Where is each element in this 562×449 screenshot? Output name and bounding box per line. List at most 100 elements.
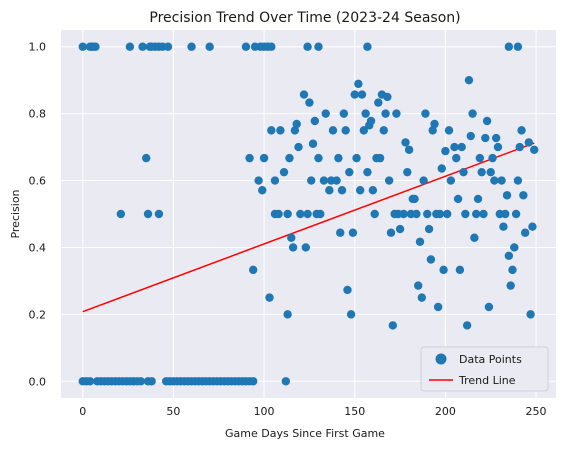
data-point: [479, 209, 488, 219]
x-tick-label: 50: [166, 405, 180, 418]
data-point: [85, 377, 95, 386]
data-point: [417, 293, 427, 302]
data-point: [399, 209, 408, 219]
data-point: [290, 126, 300, 135]
data-point: [267, 42, 276, 51]
data-point: [78, 42, 87, 51]
data-point: [283, 310, 292, 319]
data-point: [281, 377, 291, 386]
x-tick-label: 200: [435, 405, 456, 418]
legend-points-marker: [435, 353, 447, 365]
data-point: [424, 224, 434, 234]
data-point: [510, 243, 519, 252]
data-point: [303, 42, 312, 51]
data-point: [441, 146, 450, 156]
data-point: [473, 194, 483, 204]
data-point: [444, 126, 454, 135]
data-point: [308, 139, 318, 148]
x-tick-label: 0: [79, 405, 86, 418]
data-point: [138, 42, 147, 51]
data-point: [355, 186, 365, 195]
y-tick-label: 0.8: [29, 108, 47, 121]
data-point: [314, 42, 323, 51]
data-point: [490, 176, 499, 185]
data-point: [328, 126, 338, 135]
data-point: [524, 138, 534, 147]
data-point: [413, 281, 423, 290]
data-point: [363, 167, 372, 177]
data-point: [310, 116, 320, 126]
data-point: [205, 42, 214, 51]
data-point: [366, 116, 376, 126]
data-point: [248, 377, 258, 386]
data-point: [125, 42, 135, 51]
y-tick-label: 0.6: [29, 175, 47, 188]
data-point: [245, 153, 254, 163]
data-point: [303, 209, 312, 219]
y-tick-label: 0.4: [29, 241, 47, 254]
data-point: [515, 142, 524, 152]
x-tick-label: 250: [526, 405, 547, 418]
data-point: [270, 176, 280, 185]
data-point: [419, 176, 428, 185]
legend-points-label: Data Points: [459, 353, 522, 366]
data-point: [314, 153, 323, 163]
data-point: [404, 145, 414, 154]
data-point: [506, 281, 515, 290]
data-point: [91, 42, 100, 51]
chart-title: Precision Trend Over Time (2023-24 Seaso…: [149, 10, 460, 26]
data-point: [339, 109, 349, 118]
x-axis-label: Game Days Since First Game: [225, 427, 385, 440]
data-point: [248, 265, 258, 275]
data-point: [343, 285, 352, 295]
trend-line-group: [82, 142, 535, 313]
data-point: [484, 302, 494, 312]
data-point: [267, 126, 276, 135]
data-point: [279, 167, 289, 177]
data-point: [477, 167, 486, 177]
data-point: [504, 251, 514, 261]
data-point: [379, 126, 388, 135]
legend-trend-label: Trend Line: [458, 374, 516, 387]
data-point: [453, 194, 463, 204]
data-point: [288, 243, 298, 252]
data-point: [352, 153, 361, 163]
data-point: [301, 243, 310, 252]
data-point: [513, 42, 523, 51]
data-point: [283, 209, 292, 219]
data-point: [504, 42, 514, 51]
data-point: [433, 302, 443, 312]
data-point: [435, 209, 445, 219]
data-point: [154, 209, 164, 219]
data-point: [488, 153, 497, 163]
data-point: [361, 109, 370, 118]
data-point: [450, 142, 459, 152]
data-point: [147, 377, 156, 386]
data-point: [392, 109, 401, 118]
data-point: [526, 310, 535, 319]
data-point: [341, 126, 350, 135]
data-point: [439, 265, 448, 275]
data-point: [459, 167, 468, 177]
data-point: [513, 176, 523, 185]
data-point: [457, 142, 466, 152]
data-point: [348, 228, 358, 237]
data-point: [452, 153, 461, 163]
data-point: [443, 209, 452, 219]
data-point: [136, 377, 145, 386]
data-point: [461, 209, 470, 219]
data-point: [410, 194, 419, 204]
data-point: [276, 126, 285, 135]
trend-line: [82, 142, 535, 313]
data-point: [528, 222, 537, 231]
data-point: [437, 164, 446, 173]
data-point: [116, 209, 126, 219]
data-point: [426, 255, 436, 264]
data-point: [430, 119, 439, 129]
data-point: [287, 233, 296, 242]
data-point: [470, 233, 479, 242]
data-point: [530, 145, 539, 154]
data-point: [481, 133, 490, 143]
data-point: [519, 191, 528, 200]
